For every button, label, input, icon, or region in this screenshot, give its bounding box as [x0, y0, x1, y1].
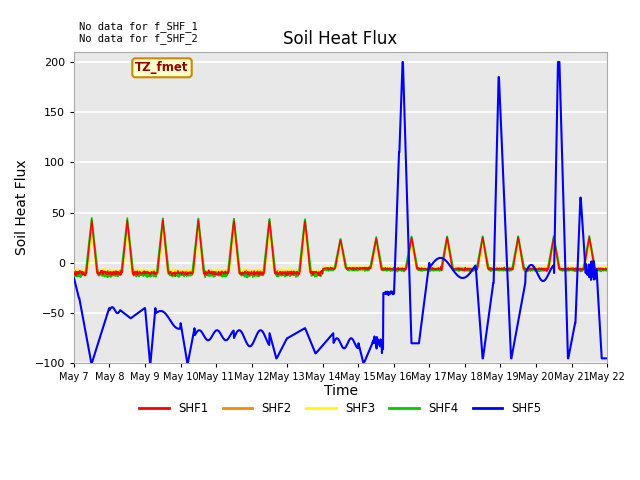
SHF3 [70, 268, 78, 274]
SHF1 [374, 246, 382, 252]
SHF5 [399, 59, 406, 65]
SHF5 [297, 328, 305, 334]
SHF1 [70, 271, 78, 277]
SHF3 [308, 269, 316, 275]
SHF1 [308, 269, 316, 275]
SHF5 [112, 309, 120, 314]
SHF1 [172, 273, 179, 279]
Text: No data for f_SHF_1
No data for f_SHF_2: No data for f_SHF_1 No data for f_SHF_2 [79, 21, 198, 44]
SHF5 [317, 344, 325, 350]
Line: SHF4: SHF4 [74, 218, 607, 277]
SHF3 [98, 271, 106, 277]
SHF2 [112, 270, 120, 276]
SHF2 [134, 271, 141, 277]
SHF4 [604, 267, 611, 273]
SHF5 [604, 356, 611, 361]
SHF3 [134, 268, 141, 274]
SHF1 [297, 258, 305, 264]
SHF5 [88, 360, 95, 366]
SHF1 [133, 268, 141, 274]
SHF2 [70, 271, 78, 277]
SHF3 [297, 266, 305, 272]
Text: TZ_fmet: TZ_fmet [135, 61, 189, 74]
SHF2 [88, 220, 95, 226]
SHF4 [70, 272, 78, 277]
SHF5 [133, 311, 141, 316]
SHF3 [374, 251, 382, 257]
Line: SHF5: SHF5 [74, 62, 607, 363]
SHF5 [374, 338, 381, 344]
SHF2 [604, 265, 611, 271]
SHF5 [70, 275, 78, 281]
Line: SHF1: SHF1 [74, 220, 607, 276]
Title: Soil Heat Flux: Soil Heat Flux [284, 30, 397, 48]
SHF4 [297, 252, 305, 257]
SHF1 [604, 266, 611, 272]
Line: SHF2: SHF2 [74, 223, 607, 276]
SHF3 [88, 225, 95, 231]
SHF4 [374, 243, 382, 249]
SHF2 [374, 248, 382, 254]
SHF4 [308, 271, 316, 277]
SHF4 [112, 271, 120, 276]
SHF2 [308, 271, 316, 276]
Line: SHF3: SHF3 [74, 228, 607, 274]
SHF1 [88, 217, 95, 223]
SHF4 [133, 272, 141, 278]
Y-axis label: Soil Heat Flux: Soil Heat Flux [15, 160, 29, 255]
SHF3 [317, 270, 325, 276]
X-axis label: Time: Time [323, 384, 358, 398]
SHF3 [604, 264, 611, 270]
SHF2 [317, 269, 325, 275]
SHF1 [317, 269, 325, 275]
SHF1 [112, 271, 120, 277]
SHF4 [88, 215, 95, 221]
SHF2 [113, 273, 120, 279]
SHF5 [308, 341, 316, 347]
SHF3 [112, 269, 120, 275]
SHF2 [297, 262, 305, 267]
Legend: SHF1, SHF2, SHF3, SHF4, SHF5: SHF1, SHF2, SHF3, SHF4, SHF5 [134, 397, 547, 420]
SHF4 [244, 275, 252, 280]
SHF4 [317, 270, 325, 276]
